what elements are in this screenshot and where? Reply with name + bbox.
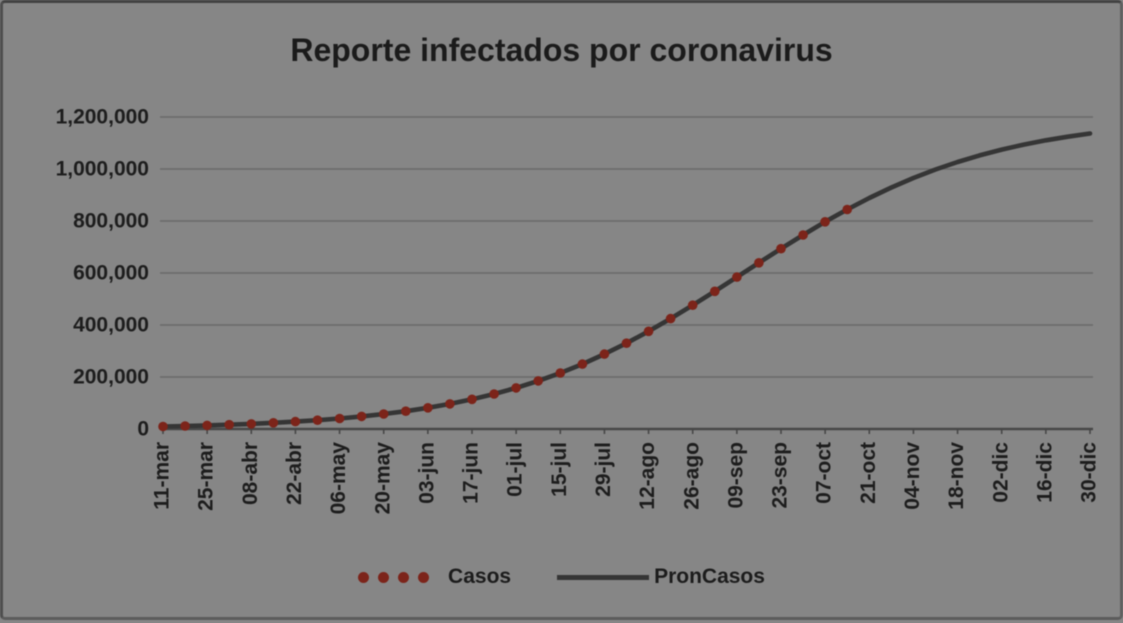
svg-text:800,000: 800,000 bbox=[73, 210, 149, 233]
svg-text:17-jun: 17-jun bbox=[460, 442, 483, 504]
legend-label-casos: Casos bbox=[448, 565, 512, 588]
svg-text:08-abr: 08-abr bbox=[239, 442, 262, 505]
legend-item-casos: Casos bbox=[358, 565, 511, 589]
svg-text:29-jul: 29-jul bbox=[592, 442, 615, 497]
proncasos-line bbox=[160, 131, 1093, 429]
svg-text:1,200,000: 1,200,000 bbox=[56, 106, 149, 129]
svg-text:600,000: 600,000 bbox=[73, 262, 149, 285]
svg-text:07-oct: 07-oct bbox=[813, 442, 836, 504]
svg-text:21-oct: 21-oct bbox=[857, 442, 880, 504]
plot-area: 0 200,000 400,000 600,000 800,000 1,000,000 1,… bbox=[56, 106, 1101, 515]
svg-text:25-mar: 25-mar bbox=[195, 442, 218, 511]
svg-text:06-may: 06-may bbox=[327, 442, 350, 515]
svg-text:04-nov: 04-nov bbox=[901, 442, 924, 510]
svg-text:12-ago: 12-ago bbox=[636, 442, 659, 510]
svg-text:09-sep: 09-sep bbox=[724, 442, 747, 509]
proncasos-marker-icon bbox=[557, 574, 650, 580]
x-axis-labels: 11-mar 25-mar 08-abr 22-abr 06-may 20-may 03-j… bbox=[151, 442, 1101, 515]
chart-title: Reporte infectados por coronavirus bbox=[290, 32, 833, 68]
legend-item-proncasos: PronCasos bbox=[557, 565, 765, 589]
svg-text:30-dic: 30-dic bbox=[1078, 442, 1101, 503]
svg-text:03-jun: 03-jun bbox=[415, 442, 438, 504]
svg-text:02-dic: 02-dic bbox=[989, 442, 1012, 503]
y-axis-labels: 0 200,000 400,000 600,000 800,000 1,000,000 1,… bbox=[56, 106, 149, 441]
chart-legend: Casos PronCasos bbox=[3, 559, 1120, 595]
svg-text:16-dic: 16-dic bbox=[1033, 442, 1056, 503]
svg-text:11-mar: 11-mar bbox=[151, 442, 174, 510]
casos-marker-icon bbox=[358, 571, 430, 583]
svg-text:15-jul: 15-jul bbox=[548, 442, 571, 497]
legend-label-proncasos: PronCasos bbox=[654, 565, 765, 588]
svg-text:22-abr: 22-abr bbox=[283, 442, 306, 505]
svg-text:0: 0 bbox=[137, 418, 149, 441]
svg-text:23-sep: 23-sep bbox=[769, 442, 792, 509]
svg-text:1,000,000: 1,000,000 bbox=[56, 158, 149, 181]
svg-text:01-jul: 01-jul bbox=[504, 442, 527, 497]
svg-text:26-ago: 26-ago bbox=[680, 442, 703, 510]
svg-text:20-may: 20-may bbox=[371, 442, 394, 515]
svg-text:200,000: 200,000 bbox=[73, 366, 149, 389]
svg-text:400,000: 400,000 bbox=[73, 314, 149, 337]
casos-points bbox=[158, 204, 852, 432]
svg-text:18-nov: 18-nov bbox=[945, 442, 968, 510]
